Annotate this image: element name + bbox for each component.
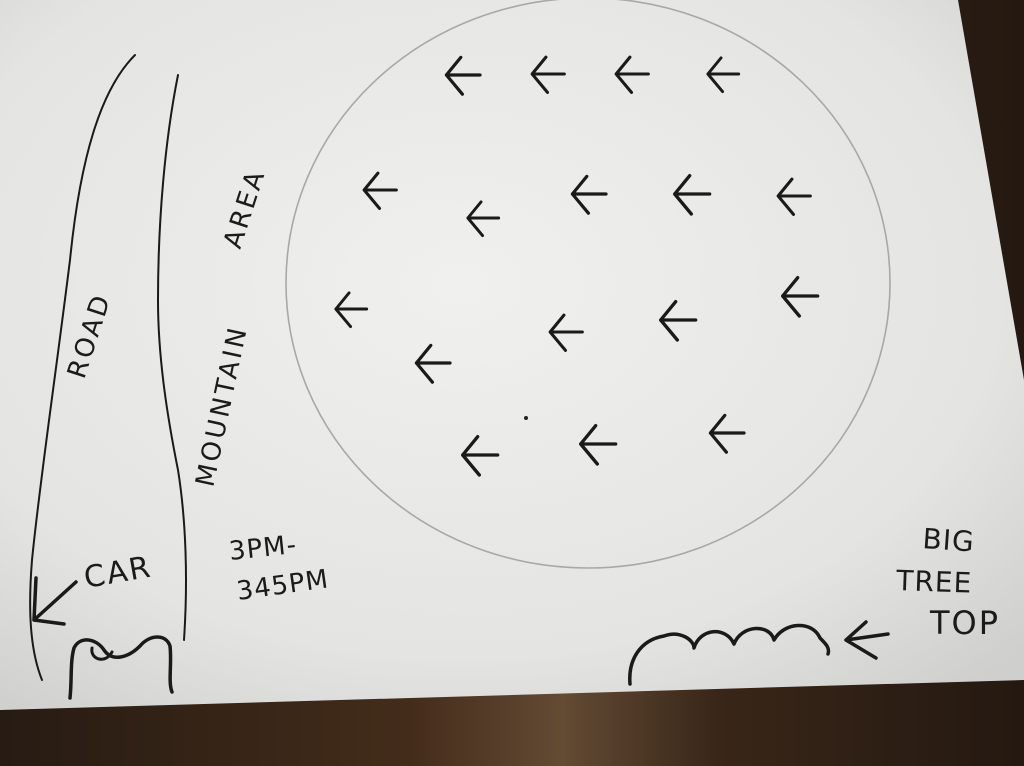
- big-label: BIG: [922, 522, 976, 559]
- top-label: TOP: [929, 604, 1000, 642]
- road-lines: [29, 54, 187, 681]
- time-start-label: 3PM-: [228, 530, 299, 567]
- tree-label: TREE: [895, 564, 973, 600]
- arrow-icon: [844, 620, 890, 660]
- mountain-area-circle: [285, 0, 891, 569]
- tree-icon: [628, 623, 831, 686]
- paper-sheet: [0, 0, 1024, 710]
- bird-flock: [336, 55, 818, 475]
- car-icon: [68, 635, 174, 700]
- arrow-icon: [32, 576, 78, 626]
